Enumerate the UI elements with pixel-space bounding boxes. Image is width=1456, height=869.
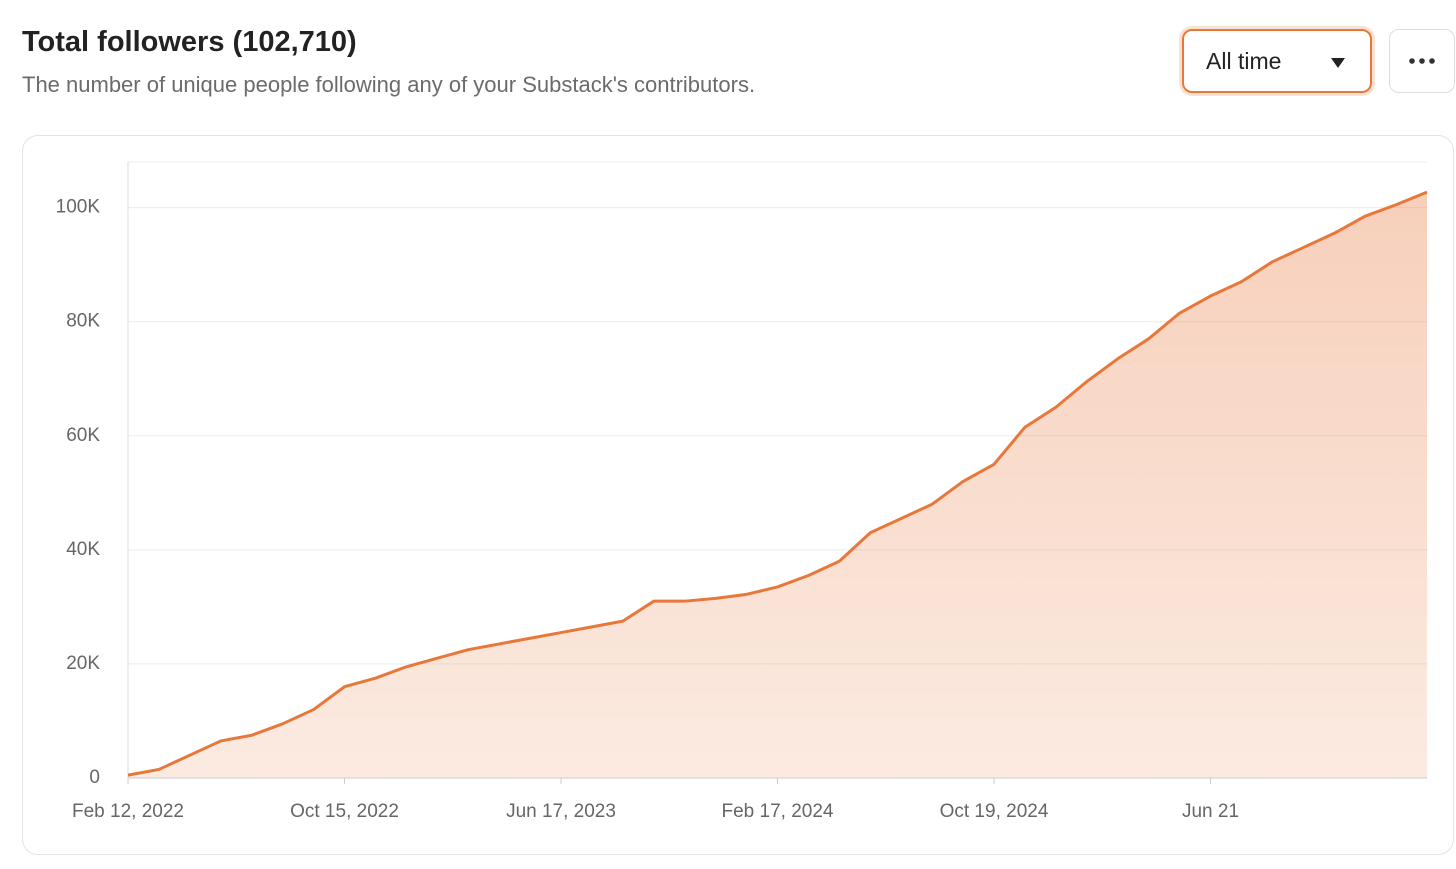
range-dropdown[interactable]: All time xyxy=(1182,29,1372,93)
area xyxy=(128,192,1427,778)
range-label: All time xyxy=(1206,47,1282,74)
y-tick-label: 60K xyxy=(66,425,100,446)
dropdown-arrow xyxy=(1331,58,1345,68)
y-tick-label: 40K xyxy=(66,539,100,560)
x-tick-label: Oct 19, 2024 xyxy=(940,801,1049,822)
x-tick-label: Oct 15, 2022 xyxy=(290,801,399,822)
chart-card xyxy=(22,135,1454,855)
line xyxy=(127,190,1428,777)
y-tick-label: 20K xyxy=(66,653,100,674)
title: Total followers (102,710) xyxy=(22,26,357,58)
x-tick-label: Feb 12, 2022 xyxy=(72,801,184,822)
y-tick-label: 80K xyxy=(66,311,100,332)
x-tick-label: Feb 17, 2024 xyxy=(722,801,834,822)
more-icon xyxy=(1409,58,1435,64)
y-tick-label: 0 xyxy=(89,767,100,788)
x-tick-label: Jun 17, 2023 xyxy=(506,801,616,822)
more-button[interactable] xyxy=(1389,29,1455,93)
subtitle: The number of unique people following an… xyxy=(22,72,756,97)
x-tick-label: Jun 21 xyxy=(1182,801,1239,822)
y-tick-label: 100K xyxy=(56,197,101,218)
